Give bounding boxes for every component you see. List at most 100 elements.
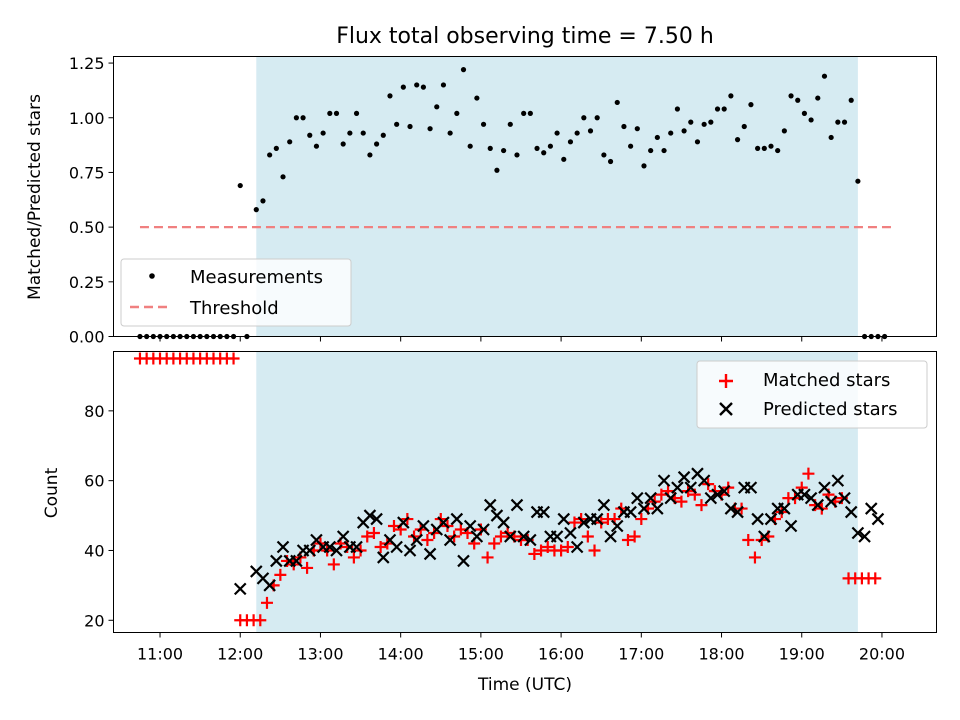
x-tick-label: 20:00 xyxy=(859,645,905,664)
matched-star-point xyxy=(621,533,634,546)
predicted-star-point xyxy=(233,582,247,596)
measurement-point xyxy=(567,139,574,145)
measurement-point xyxy=(407,123,413,130)
matched-legend-marker xyxy=(719,374,733,388)
predicted-star-point xyxy=(798,488,811,501)
measurement-point xyxy=(688,119,694,125)
predicted-star-point xyxy=(517,530,530,543)
observing-window-span-top xyxy=(256,56,858,337)
measurement-point xyxy=(480,121,487,127)
predicted-star-point xyxy=(597,498,611,512)
predicted-star-point xyxy=(350,540,363,554)
matched-star-point xyxy=(488,537,501,550)
ratio-panel: 0.00 0.25 0.50 0.75 1.00 1.25 Matched/Predict… xyxy=(25,54,937,347)
measurement-point xyxy=(400,84,406,90)
matched-legend-label: Matched stars xyxy=(763,370,890,391)
measurement-point xyxy=(668,130,674,136)
predicted-star-point xyxy=(844,505,858,519)
matched-star-point xyxy=(588,544,601,557)
predicted-star-point xyxy=(457,554,470,568)
measurements-legend-label: Measurements xyxy=(190,267,323,288)
predicted-star-point xyxy=(423,547,437,561)
x-tick-label: 13:00 xyxy=(297,645,343,664)
measurement-point xyxy=(795,97,801,103)
predicted-star-point xyxy=(477,523,490,536)
predicted-star-point xyxy=(336,530,350,543)
predicted-star-point xyxy=(504,530,517,543)
count-legend-frame xyxy=(696,360,928,429)
measurement-point xyxy=(828,134,834,141)
measurement-point xyxy=(648,147,654,154)
matched-star-point xyxy=(361,530,374,543)
predicted-star-point xyxy=(657,474,671,487)
predicted-star-point xyxy=(557,512,571,526)
matched-star-point xyxy=(347,551,360,564)
predicted-star-point xyxy=(704,491,718,505)
matched-star-point xyxy=(301,561,314,574)
matched-star-point xyxy=(227,352,240,365)
predicted-star-point xyxy=(270,554,283,568)
x-tick-label: 12:00 xyxy=(217,645,263,664)
predicted-star-point xyxy=(671,481,684,494)
predicted-star-point xyxy=(624,505,637,519)
ratio-y-tick-label: 0.00 xyxy=(69,328,105,347)
matched-star-point xyxy=(742,533,755,546)
predicted-star-point xyxy=(858,530,871,543)
predicted-star-point xyxy=(577,516,591,529)
matched-star-point xyxy=(748,551,761,564)
measurement-point xyxy=(841,119,848,125)
measurement-point xyxy=(501,147,507,154)
count-y-tick-label: 20 xyxy=(84,611,104,630)
predicted-star-point xyxy=(303,544,317,557)
predicted-star-point xyxy=(437,516,450,529)
predicted-star-point xyxy=(290,554,303,568)
measurement-point xyxy=(467,143,473,149)
predicted-star-point xyxy=(323,540,337,554)
matched-star-point xyxy=(387,520,400,533)
matched-star-point xyxy=(528,547,541,560)
predicted-star-point xyxy=(417,519,430,533)
measurement-point xyxy=(333,110,340,116)
measurement-point xyxy=(741,123,747,130)
x-tick-label: 18:00 xyxy=(698,645,744,664)
predicted-star-point xyxy=(644,491,657,505)
predicted-star-point xyxy=(397,516,410,529)
predicted-star-point xyxy=(524,533,537,547)
predicted-star-point xyxy=(851,526,865,540)
measurement-point xyxy=(801,110,808,116)
predicted-star-point xyxy=(450,512,464,526)
measurement-point xyxy=(628,143,634,149)
measurement-point xyxy=(273,145,279,151)
measurement-point xyxy=(815,95,821,101)
measurement-point xyxy=(367,152,373,158)
ratio-plot-frame xyxy=(113,56,937,337)
predicted-star-point xyxy=(637,502,651,515)
measurement-point xyxy=(507,121,513,127)
predicted-star-point xyxy=(610,519,624,533)
matched-star-point xyxy=(260,596,273,609)
x-tick-label: 11:00 xyxy=(137,645,183,664)
predicted-star-point xyxy=(831,474,845,487)
matched-star-point xyxy=(695,499,708,512)
measurement-point xyxy=(621,123,627,130)
ratio-legend-frame xyxy=(120,258,352,327)
matched-star-point xyxy=(481,551,494,564)
predicted-star-point xyxy=(731,505,744,519)
x-tick-label: 15:00 xyxy=(458,645,504,664)
measurement-point xyxy=(420,84,426,90)
measurement-point xyxy=(788,93,794,99)
x-tick-label: 16:00 xyxy=(538,645,584,664)
measurement-point xyxy=(701,121,707,127)
measurement-point xyxy=(454,110,460,116)
measurement-point xyxy=(527,110,533,116)
matched-star-point xyxy=(367,527,380,540)
matched-star-point xyxy=(869,572,882,585)
matched-star-point xyxy=(628,530,641,543)
predicted-star-point xyxy=(818,481,831,494)
ratio-y-tick-label: 1.00 xyxy=(69,109,105,128)
measurement-point xyxy=(714,106,721,112)
ratio-y-tick-label: 0.50 xyxy=(69,218,105,237)
predicted-star-point xyxy=(483,498,497,512)
predicted-legend-marker xyxy=(719,402,733,416)
matched-star-point xyxy=(568,516,581,529)
